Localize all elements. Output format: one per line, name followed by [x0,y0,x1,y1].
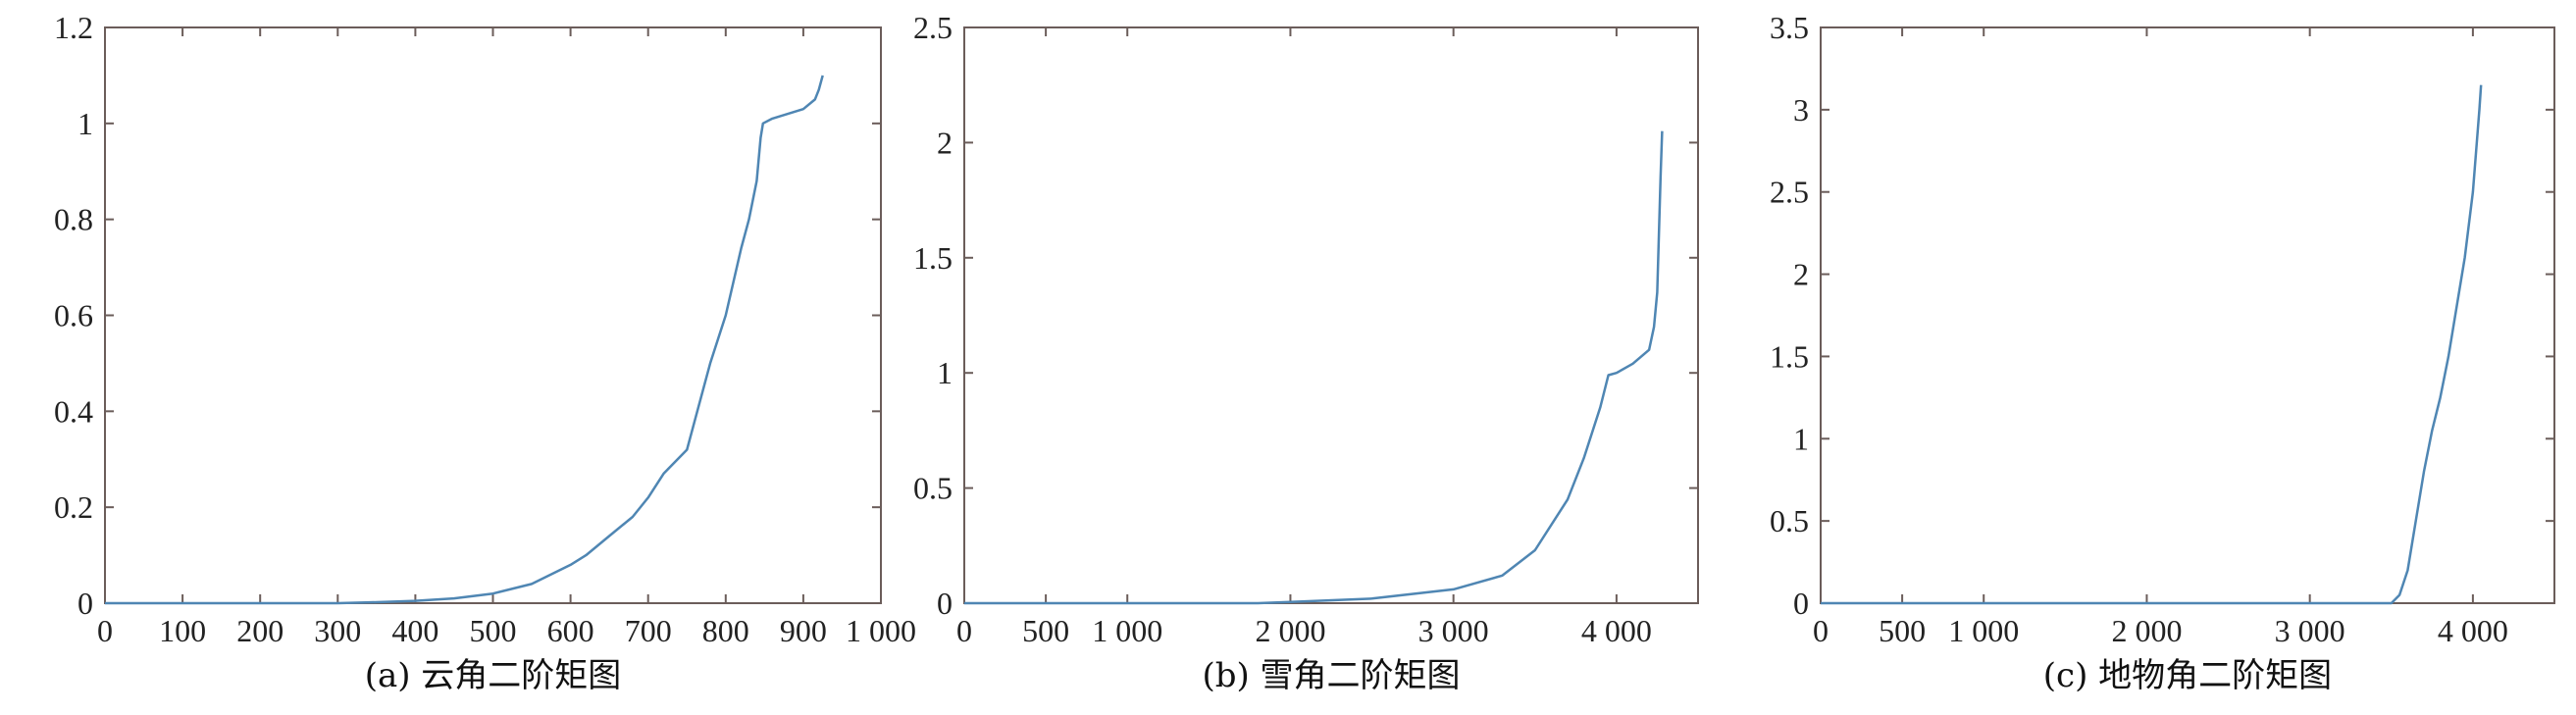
y-tick-label: 0.5 [1770,503,1809,538]
y-tick-label: 1 [77,106,93,141]
x-tick-label: 3 000 [2275,613,2345,648]
x-tick-label: 0 [956,613,972,648]
series-line [964,131,1662,603]
chart-caption: (c) 地物角二阶矩图 [2043,656,2332,695]
plot-frame [105,27,881,603]
x-tick-label: 3 000 [1418,613,1489,648]
x-tick-label: 1 000 [846,613,916,648]
plot-frame [964,27,1698,603]
y-tick-label: 3 [1793,92,1809,128]
y-tick-label: 2.5 [1770,175,1809,210]
x-tick-label: 4 000 [1581,613,1652,648]
y-tick-label: 0.2 [54,489,93,525]
x-tick-label: 1 000 [1948,613,2019,648]
y-tick-label: 0.5 [913,471,953,506]
y-tick-label: 0 [77,586,93,621]
chart-panel-b: 0 500 1 000 2 000 3 000 4 000 0 0.5 1 1.5 2 2.5 (b) … [913,10,1698,695]
y-tick-label: 0 [937,586,953,621]
x-tick-label: 4 000 [2438,613,2508,648]
x-tick-label: 800 [702,613,749,648]
x-tick-label: 500 [1022,613,1069,648]
x-tick-label: 2 000 [1255,613,1325,648]
series-line [1821,85,2481,603]
y-tick-label: 2 [1793,257,1809,292]
y-tick-label: 3.5 [1770,10,1809,45]
x-tick-label: 100 [159,613,206,648]
y-tick-label: 0.4 [54,393,93,429]
x-tick-label: 200 [236,613,283,648]
y-tick-label: 1 [937,355,953,390]
x-tick-label: 500 [470,613,517,648]
x-tick-label: 2 000 [2111,613,2182,648]
x-tick-label: 600 [547,613,594,648]
y-tick-label: 0.8 [54,202,93,237]
x-tick-label: 1 000 [1092,613,1162,648]
chart-panel-a: 0 100 200 300 400 500 600 700 800 900 1 000 0 0.2 0.4… [54,10,916,695]
x-tick-label: 500 [1879,613,1926,648]
x-tick-label: 300 [314,613,361,648]
y-tick-label: 1.2 [54,10,93,45]
chart-caption: (a) 云角二阶矩图 [365,656,622,695]
x-tick-label: 0 [1813,613,1829,648]
plot-frame [1821,27,2554,603]
x-tick-label: 700 [625,613,672,648]
series-line [105,76,823,603]
x-tick-label: 0 [97,613,113,648]
y-tick-label: 1 [1793,421,1809,456]
chart-panel-c: 0 500 1 000 2 000 3 000 4 000 0 0.5 1 1.5 2 2.5 3 3.5… [1770,10,2554,695]
y-tick-label: 2 [937,125,953,160]
x-tick-label: 900 [780,613,827,648]
y-tick-label: 1.5 [913,240,953,276]
chart-caption: (b) 雪角二阶矩图 [1202,656,1460,695]
y-tick-label: 2.5 [913,10,953,45]
x-tick-label: 400 [391,613,438,648]
y-tick-label: 0 [1793,586,1809,621]
y-tick-label: 1.5 [1770,338,1809,374]
y-tick-label: 0.6 [54,298,93,333]
